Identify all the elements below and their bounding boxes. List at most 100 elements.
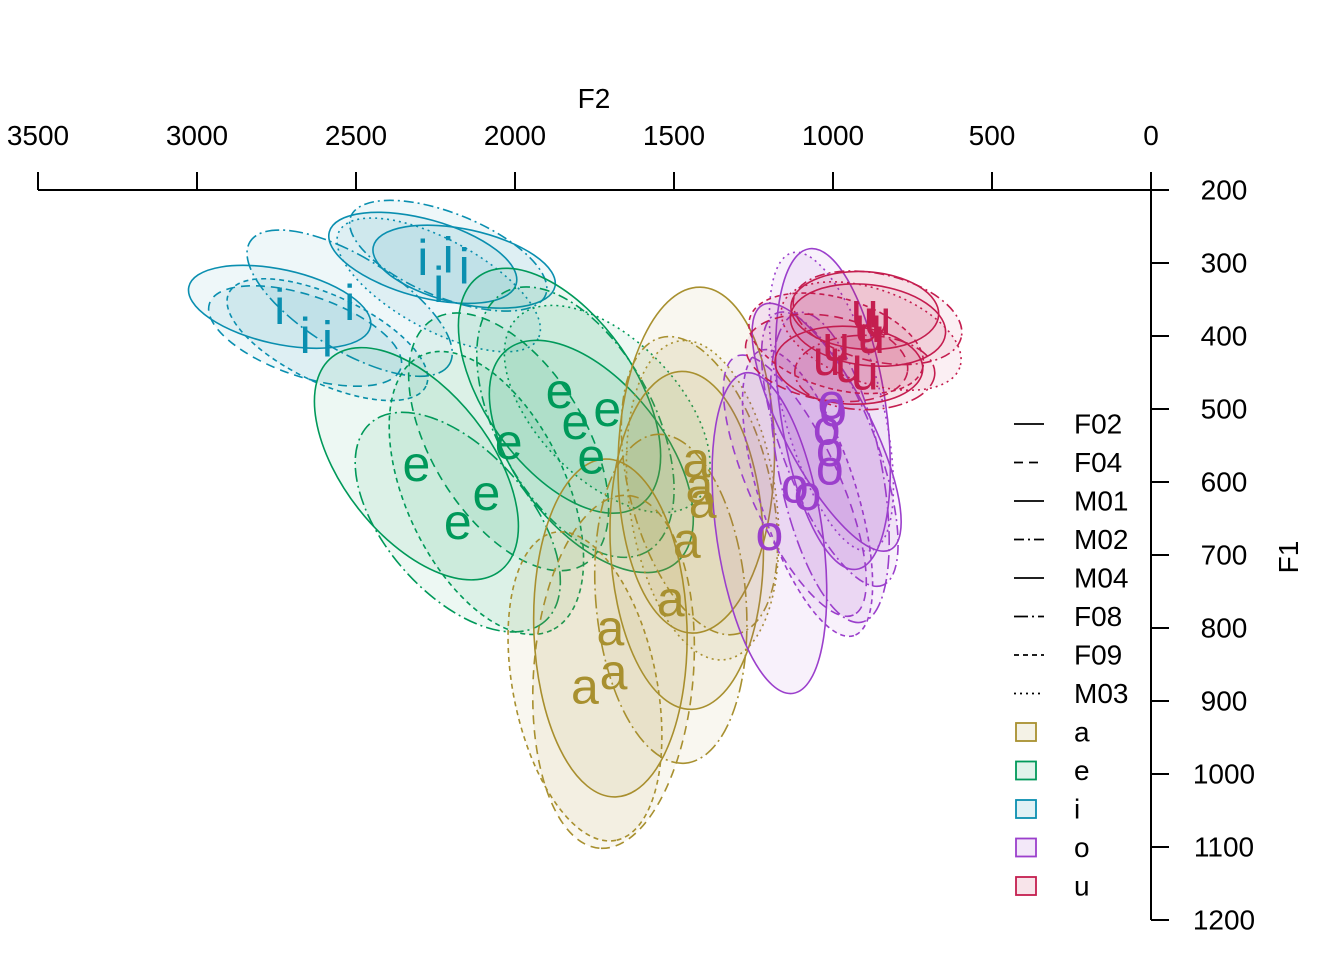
point-o-F09: o (794, 465, 822, 521)
y-tick-label: 1100 (1194, 832, 1254, 863)
legend-label-F02: F02 (1074, 409, 1122, 440)
x-tick-label: 1000 (802, 120, 864, 151)
point-i-F08: i (344, 275, 355, 331)
y-tick-label: 200 (1201, 175, 1248, 206)
point-u-F02: u (835, 337, 863, 393)
point-i-F09: i (322, 312, 333, 368)
point-u-F09: u (822, 315, 850, 371)
legend-swatch-u (1015, 876, 1037, 896)
ellipse-e-M01 (457, 267, 662, 515)
ellipse-i-M03 (336, 217, 542, 353)
point-i-M01: i (417, 230, 428, 286)
legend-swatch-a (1015, 722, 1037, 742)
ellipse-a-F04 (531, 494, 696, 850)
ellipse-a-M03 (625, 339, 780, 661)
point-a-F09: a (571, 658, 599, 714)
ellipse-e-M04 (488, 339, 695, 574)
ellipse-i-F02 (187, 264, 372, 350)
x-tick-label: 1500 (643, 120, 705, 151)
point-o-M02: o (816, 421, 844, 477)
legend-label-F04: F04 (1074, 447, 1122, 478)
ellipse-u-M04 (790, 270, 940, 351)
point-i-F02: i (274, 279, 285, 335)
x-tick-label: 2000 (484, 120, 546, 151)
y-tick-label: 900 (1201, 686, 1248, 717)
point-a-M04: a (673, 512, 701, 568)
point-o-M04: o (819, 381, 847, 437)
point-a-M01: a (682, 432, 710, 488)
legend-label-i: i (1074, 794, 1080, 825)
y-tick-label: 1000 (1193, 759, 1255, 790)
point-o-F04: o (781, 458, 809, 514)
x-tick-label: 3000 (166, 120, 228, 151)
y-tick-label: 400 (1201, 321, 1248, 352)
ellipse-a-F09 (507, 531, 663, 842)
point-i-M02: i (443, 228, 454, 284)
point-u-M04: u (851, 282, 879, 338)
ellipse-a-M02 (620, 335, 779, 636)
y-axis-label: F1 (1273, 541, 1304, 574)
ellipse-u-M03 (780, 280, 962, 392)
ellipse-e-F02 (313, 346, 520, 581)
point-u-M01: u (854, 297, 882, 353)
ellipse-i-F09 (226, 277, 429, 402)
point-u-F08: u (851, 345, 879, 401)
x-tick-label: 3500 (7, 120, 69, 151)
y-tick-label: 1200 (1193, 905, 1255, 936)
point-o-M01: o (813, 399, 841, 455)
ellipse-i-M04 (372, 224, 557, 309)
point-e-F04: e (495, 414, 523, 470)
point-e-M04: e (577, 428, 605, 484)
legend-swatch-i (1015, 799, 1037, 819)
ellipse-a-F08 (593, 433, 748, 765)
ellipse-i-F04 (207, 284, 403, 388)
x-tick-label: 0 (1143, 120, 1159, 151)
ellipse-u-F09 (748, 292, 925, 395)
point-e-F02: e (403, 436, 431, 492)
point-o-M03: o (818, 374, 846, 430)
ellipse-u-M02 (792, 270, 963, 366)
ellipse-o-F02 (711, 371, 828, 695)
legend-label-F08: F08 (1074, 601, 1122, 632)
x-axis-label: F2 (578, 83, 611, 114)
ellipse-layer (187, 199, 963, 850)
point-a-F08: a (657, 571, 685, 627)
point-i-M03: i (433, 257, 444, 313)
ellipse-i-M01 (327, 211, 518, 305)
point-e-M02: e (562, 394, 590, 450)
ellipse-e-F04 (407, 312, 610, 572)
x-tick-label: 500 (969, 120, 1016, 151)
point-o-F02: o (755, 505, 783, 561)
point-i-M04: i (459, 239, 470, 295)
legend-label-u: u (1074, 871, 1090, 902)
legend-swatch-o (1015, 837, 1037, 858)
point-a-F02: a (596, 600, 624, 656)
y-tick-label: 300 (1201, 248, 1248, 279)
legend-label-M02: M02 (1074, 524, 1128, 555)
ellipse-e-F08 (354, 411, 562, 633)
legend-label-o: o (1074, 832, 1090, 863)
legend-label-F09: F09 (1074, 640, 1122, 671)
legend-label-M04: M04 (1074, 563, 1128, 594)
point-u-F04: u (813, 330, 841, 386)
axis-layer: F2 F1 3500 3000 2500 2000 1500 1000 500 0 200 300… (7, 83, 1304, 936)
ellipse-u-F04 (744, 313, 909, 403)
point-e-M01: e (546, 363, 574, 419)
x-tick-label: 2500 (325, 120, 387, 151)
ellipse-i-F08 (246, 229, 454, 378)
point-u-M02: u (864, 290, 892, 346)
ellipse-u-F08 (794, 334, 936, 411)
point-i-F04: i (300, 308, 311, 364)
legend-label-M03: M03 (1074, 678, 1128, 709)
ellipse-a-M04 (609, 370, 765, 711)
point-o-F08: o (816, 439, 844, 495)
ellipse-o-F08 (769, 311, 890, 624)
y-tick-label: 600 (1201, 467, 1248, 498)
ellipse-o-F04 (722, 354, 868, 618)
point-e-F09: e (472, 465, 500, 521)
point-a-M03: a (689, 472, 717, 528)
legend-label-M01: M01 (1074, 486, 1128, 517)
point-a-F04: a (600, 644, 628, 700)
